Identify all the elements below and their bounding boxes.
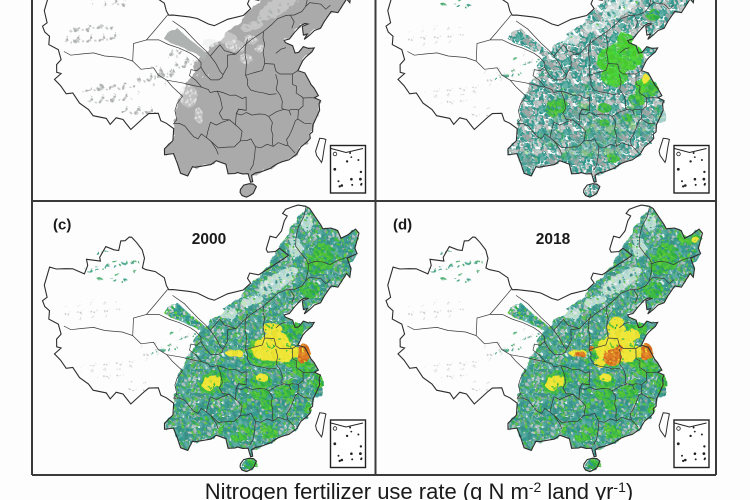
svg-text:(d): (d): [393, 217, 412, 234]
svg-text:2018: 2018: [536, 231, 571, 248]
svg-text:Nitrogen fertilizer use rate (: Nitrogen fertilizer use rate (g N m-2 la…: [205, 479, 633, 500]
svg-text:(c): (c): [53, 217, 71, 234]
svg-text:2000: 2000: [192, 231, 226, 248]
